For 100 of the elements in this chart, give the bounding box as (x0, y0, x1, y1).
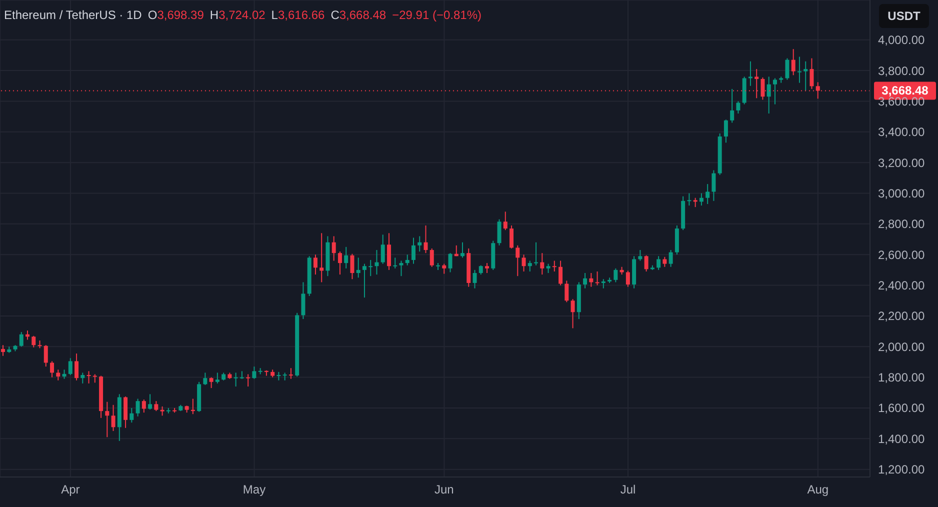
candlestick (528, 260, 532, 272)
candlestick (50, 360, 54, 378)
candlestick (510, 224, 514, 249)
x-tick-label: Jun (434, 482, 454, 497)
y-tick-label: 1,400.00 (878, 432, 926, 446)
candlestick (797, 56, 802, 84)
candlestick (772, 78, 777, 105)
y-axis-title: USDT (879, 4, 929, 28)
candlestick (706, 184, 710, 204)
candlestick (393, 257, 398, 269)
candlestick (356, 257, 360, 278)
candlestick (313, 254, 318, 276)
candlestick (674, 224, 679, 256)
candlestick (724, 119, 728, 144)
candlestick (246, 374, 250, 388)
candlestick (564, 280, 569, 303)
candlestick (766, 76, 771, 114)
candlestick (748, 60, 752, 86)
annotation: C3,668.48 (330, 8, 386, 22)
candlestick (791, 48, 796, 76)
y-tick-label: 3,200.00 (878, 156, 926, 170)
candlestick (540, 252, 544, 276)
candlestick (478, 264, 483, 276)
candlestick (668, 250, 673, 268)
candlestick (124, 396, 128, 428)
x-tick-label: Apr (61, 482, 80, 497)
candlestick (32, 335, 36, 348)
candlestick (589, 272, 594, 288)
candlestick (399, 260, 404, 277)
y-tick-label: 2,000.00 (878, 340, 926, 354)
candlestick (154, 400, 158, 412)
annotation: L3,616.66 (271, 8, 325, 22)
candlestick (209, 376, 214, 389)
candlestick (418, 236, 422, 252)
candlestick (699, 192, 704, 206)
text: Ethereum / TetherUS · 1D (4, 8, 142, 22)
candlestick (442, 263, 446, 274)
candlestick (430, 248, 434, 268)
candlestick (1, 344, 5, 356)
candlestick (804, 60, 808, 91)
candlestick (368, 259, 373, 277)
candlestick (656, 256, 661, 270)
y-tick-label: 2,600.00 (878, 248, 926, 262)
y-tick-label: 1,800.00 (878, 370, 926, 385)
candlestick (460, 242, 465, 258)
candlestick (570, 298, 575, 329)
candlestick (810, 58, 814, 90)
y-tick-label: 3,000.00 (878, 186, 926, 201)
candlestick (485, 262, 490, 274)
candlestick (301, 282, 306, 320)
y-tick-label: 3,400.00 (878, 125, 926, 140)
candlestick (583, 272, 588, 289)
candlestick (380, 234, 385, 264)
candlestick (693, 197, 698, 208)
candlestick (601, 278, 606, 289)
y-tick-label: 4,000.00 (878, 33, 926, 48)
y-tick-label: 2,800.00 (878, 217, 926, 232)
candlestick (534, 242, 538, 266)
candlestick (374, 250, 379, 276)
ref-line-label: 3,668.48 (882, 84, 929, 98)
candlestick (111, 404, 116, 432)
candlestick (288, 368, 293, 380)
candlestick (62, 369, 66, 380)
candlestick (552, 260, 556, 272)
candlestick (282, 372, 287, 381)
candlestick (320, 232, 324, 283)
candlestick (411, 237, 416, 264)
annotation: −29.91 (−0.81%) (392, 8, 482, 22)
y-tick-label: 2,400.00 (878, 278, 926, 293)
candlestick (252, 366, 256, 380)
x-tick-label: May (242, 482, 266, 497)
candlestick (215, 372, 220, 384)
candlestick (130, 407, 134, 424)
candlestick (626, 270, 630, 288)
candlestick (405, 254, 410, 266)
candlestick (362, 263, 366, 298)
candlestick (424, 224, 428, 254)
candlestick (56, 369, 60, 381)
candlestick (595, 270, 600, 286)
candlestick (338, 251, 342, 276)
y-tick-label: 1,600.00 (878, 401, 926, 416)
candlestick (136, 398, 140, 417)
candlestick (240, 370, 244, 380)
candlestick (74, 353, 79, 381)
candlestick (448, 252, 452, 273)
y-tick-label: 2,200.00 (878, 309, 926, 324)
candlestick (80, 372, 85, 384)
candlestick (203, 372, 208, 386)
candlestick (712, 170, 716, 202)
y-tick-label: 3,800.00 (878, 64, 926, 78)
candlestick (497, 218, 502, 246)
candlestick (736, 100, 740, 114)
candlestick (687, 192, 692, 206)
candlestick (522, 254, 526, 272)
candlestick (148, 394, 152, 410)
candlestick (142, 399, 146, 414)
candlestick (160, 406, 164, 416)
candlestick (730, 88, 734, 124)
candlestick (644, 254, 648, 272)
candlestick (472, 269, 477, 289)
